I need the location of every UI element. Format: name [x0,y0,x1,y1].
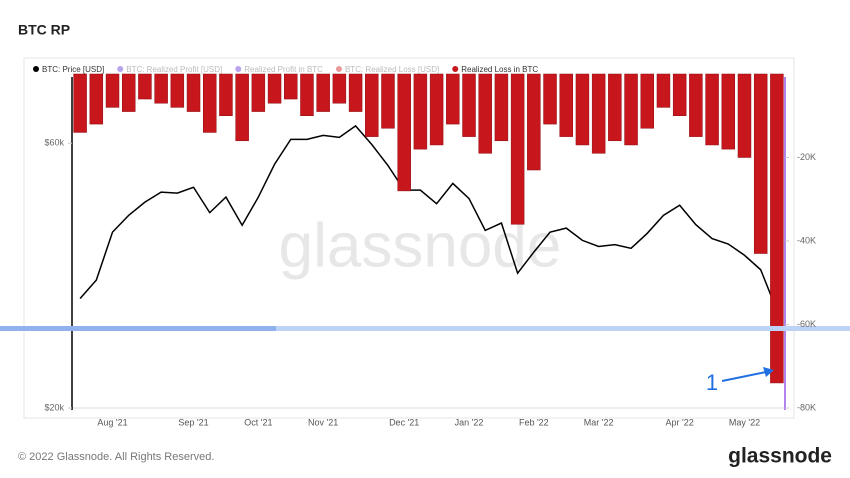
bar [640,73,654,129]
x-tick-label: Apr '22 [666,417,694,427]
legend-swatch [117,66,124,72]
legend-swatch [452,66,459,72]
bar [105,73,120,108]
chart-title: BTC RP [18,22,70,38]
bar [186,73,201,112]
annotation: 1 [706,370,718,395]
panel-frame [23,57,795,419]
y2-tick-label: -80K [797,402,816,412]
bar [251,73,266,112]
y-tick-label: $20k [44,402,64,412]
bar [591,73,606,154]
bar [527,73,541,171]
x-tick-label: Jan '22 [455,417,484,427]
bar [138,73,152,100]
x-tick-label: Dec '21 [389,417,419,427]
bar [235,73,249,142]
price-line [79,124,778,311]
legend-label: BTC: Realized Loss [USD] [345,65,439,74]
bar [543,73,557,125]
bar [462,73,476,137]
bar [672,73,687,116]
bar [121,73,136,112]
x-tick-label: Nov '21 [308,417,338,427]
bar [316,73,330,112]
bar [300,73,314,116]
bar [219,73,233,116]
bar [689,73,703,137]
bar [510,73,525,225]
bar [73,73,87,133]
bar [770,73,784,384]
bar [381,73,395,129]
legend-label: BTC: Price [USD] [42,65,104,74]
y2-tick-label: -20K [797,152,816,162]
bar [365,73,379,137]
bar [170,73,185,108]
bar [267,73,282,104]
legend-swatch [33,66,39,72]
x-tick-label: Oct '21 [244,417,272,427]
highlight-segment [0,326,276,331]
bar [284,73,298,100]
x-tick-label: Sep '21 [178,417,208,427]
x-tick-label: Feb '22 [519,417,549,427]
y2-tick-label: -60K [797,319,816,329]
bar [624,73,638,146]
bar [608,73,622,142]
plot [73,73,784,384]
bar [332,73,347,104]
legend-label: Realized Loss in BTC [461,65,538,74]
bar [656,73,671,108]
bar [446,73,460,125]
y2-tick-label: -40K [797,235,816,245]
bar [413,73,428,150]
legend-swatch [235,66,242,72]
footer: © 2022 Glassnode. All Rights Reserved. [18,451,214,463]
x-tick-label: Aug '21 [97,417,127,427]
bar [705,73,719,146]
bar [721,73,736,150]
bar [494,73,509,142]
highlight-band [0,326,850,331]
bar [737,73,752,158]
y-tick-label: $60k [44,138,64,148]
legend-label: BTC: Realized Profit [USD] [126,65,222,74]
bar [397,73,411,192]
legend-swatch [335,66,342,72]
bar [429,73,444,146]
legend-label: Realized Profit in BTC [244,65,323,74]
annotation-arrow [721,371,767,382]
bar [348,73,363,112]
bar [478,73,492,154]
bar [89,73,104,125]
bar [203,73,217,133]
bar [753,73,768,254]
arrow-head [763,367,774,377]
x-tick-label: May '22 [729,417,760,427]
bar [154,73,168,104]
x-tick-label: Mar '22 [584,417,614,427]
bar [575,73,590,146]
bar [559,73,573,137]
brand: glassnode [728,445,832,468]
